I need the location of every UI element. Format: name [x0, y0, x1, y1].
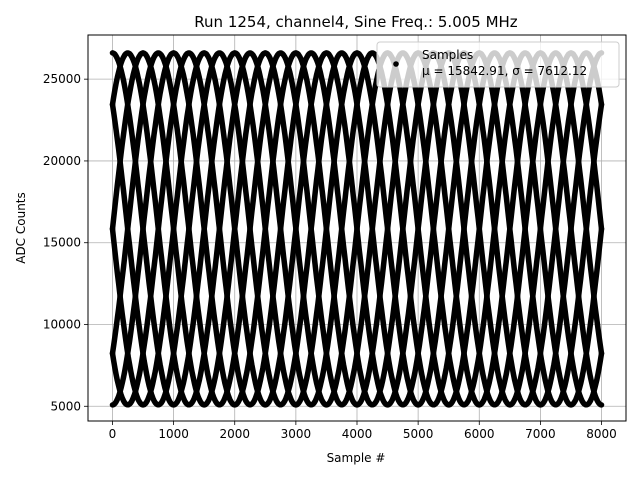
- legend-box: [376, 41, 620, 88]
- x-tick-label: 2000: [219, 427, 250, 441]
- x-axis-ticks: 0 1000 2000 3000 4000 5000 6000 7000 8000: [109, 421, 617, 441]
- legend-marker: [393, 61, 399, 67]
- x-tick-label: 4000: [342, 427, 373, 441]
- y-axis-label: ADC Counts: [14, 192, 28, 264]
- x-tick-label: 7000: [525, 427, 556, 441]
- sample-trace: [109, 50, 605, 408]
- y-tick-label: 10000: [43, 318, 81, 332]
- sample-trace: [109, 50, 605, 408]
- chart-title: Run 1254, channel4, Sine Freq.: 5.005 MH…: [194, 13, 518, 31]
- y-tick-label: 20000: [43, 154, 81, 168]
- x-tick-label: 5000: [403, 427, 434, 441]
- y-tick-label: 25000: [43, 72, 81, 86]
- sample-trace: [109, 50, 605, 408]
- sample-trace: [109, 50, 605, 408]
- x-axis-label: Sample #: [327, 451, 386, 465]
- legend-entry-label: Samples: [422, 48, 473, 62]
- x-tick-label: 0: [109, 427, 117, 441]
- legend-entry-stats: μ = 15842.91, σ = 7612.12: [422, 64, 587, 78]
- y-axis-ticks: 5000 10000 15000 20000 25000: [43, 72, 88, 413]
- legend: Samples μ = 15842.91, σ = 7612.12: [376, 41, 620, 88]
- x-tick-label: 3000: [281, 427, 312, 441]
- y-tick-label: 15000: [43, 236, 81, 250]
- data-series-samples: [109, 50, 605, 408]
- x-tick-label: 8000: [586, 427, 617, 441]
- y-tick-label: 5000: [50, 399, 81, 413]
- sample-trace: [109, 50, 605, 408]
- x-tick-label: 6000: [464, 427, 495, 441]
- x-tick-label: 1000: [158, 427, 189, 441]
